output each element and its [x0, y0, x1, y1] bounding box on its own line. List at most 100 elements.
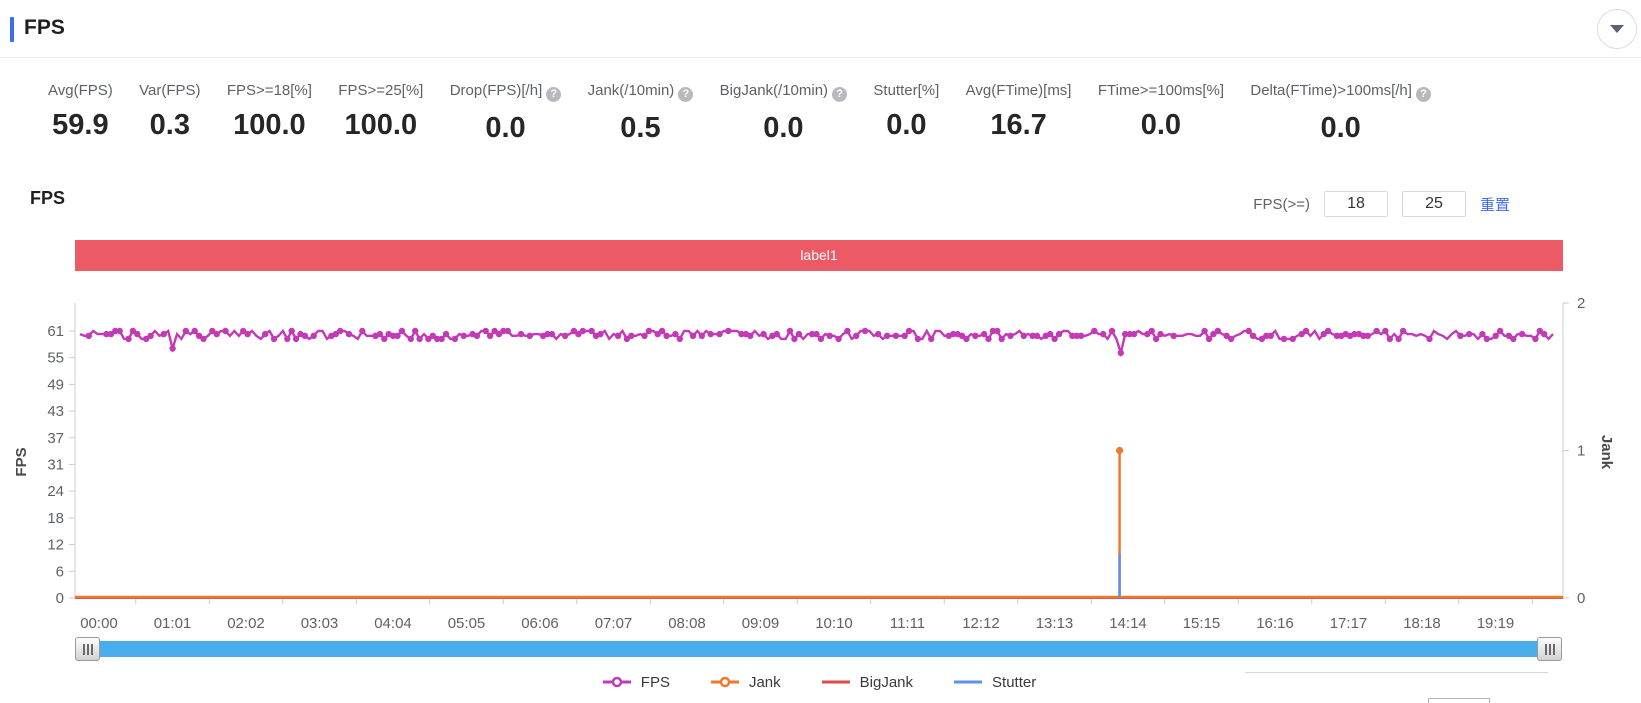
legend-item-jank[interactable]: Jank — [710, 674, 781, 691]
svg-text:11:11: 11:11 — [890, 615, 925, 632]
stat-value: 0.5 — [620, 112, 661, 144]
stat-value: 0.3 — [149, 109, 190, 141]
svg-text:01:01: 01:01 — [154, 615, 192, 632]
legend-label: Jank — [748, 673, 781, 691]
svg-text:17:17: 17:17 — [1330, 615, 1368, 632]
help-icon[interactable]: ? — [678, 87, 694, 102]
stat: FTime>=100ms[%] 0.0 — [1098, 82, 1224, 145]
datazoom-track[interactable] — [87, 641, 1550, 657]
stat: Avg(FTime)[ms] 16.7 — [966, 82, 1072, 145]
datazoom-slider[interactable] — [75, 637, 1562, 661]
panel-title: FPS — [24, 16, 65, 39]
chart-legend: FPS Jank BigJank Stutter — [75, 668, 1563, 696]
legend-item-bigjank[interactable]: BigJank — [821, 674, 913, 691]
stat-label: Delta(FTime)>100ms[/h]? — [1250, 82, 1431, 102]
svg-text:09:09: 09:09 — [742, 615, 780, 632]
legend-label: FPS — [640, 673, 670, 691]
svg-text:61: 61 — [47, 323, 64, 340]
fps-threshold-input-1[interactable] — [1323, 191, 1388, 217]
svg-text:12: 12 — [47, 537, 64, 554]
stat-label: FTime>=100ms[%] — [1097, 82, 1224, 99]
divider-line — [1245, 672, 1548, 673]
drag-grip-icon — [1548, 643, 1551, 655]
stat: Avg(FPS) 59.9 — [48, 82, 113, 145]
stats-row: Avg(FPS) 59.9 Var(FPS) 0.3 FPS>=18[%] 100.0 FP… — [0, 82, 1641, 145]
stat: Drop(FPS)[/h]? 0.0 — [450, 82, 562, 145]
stat: FPS>=25[%] 100.0 — [338, 82, 423, 145]
stat: Delta(FTime)>100ms[/h]? 0.0 — [1250, 82, 1431, 145]
fps-threshold-input-2[interactable] — [1401, 191, 1466, 217]
svg-text:03:03: 03:03 — [301, 615, 339, 632]
help-icon[interactable]: ? — [1415, 87, 1431, 102]
chart-section-title: FPS — [30, 188, 66, 208]
stat-value: 16.7 — [990, 109, 1047, 141]
legend-marker-icon — [821, 680, 850, 684]
svg-text:18:18: 18:18 — [1403, 615, 1441, 632]
legend-item-stutter[interactable]: Stutter — [953, 674, 1036, 691]
legend-label: BigJank — [859, 673, 914, 691]
svg-text:12:12: 12:12 — [962, 615, 1000, 632]
accent-bar — [10, 17, 14, 42]
stat-value: 0.0 — [485, 112, 526, 144]
svg-text:06:06: 06:06 — [521, 615, 559, 632]
legend-marker-icon — [602, 676, 631, 688]
svg-text:43: 43 — [47, 403, 64, 420]
chart-banner: label1 — [75, 240, 1563, 271]
stat-value: 100.0 — [344, 109, 418, 141]
panel-header: FPS — [0, 0, 1641, 58]
stat-label: Avg(FTime)[ms] — [965, 82, 1072, 99]
reset-link[interactable]: 重置 — [1479, 196, 1510, 214]
stat-value: 0.0 — [886, 109, 927, 141]
svg-text:Jank: Jank — [1598, 435, 1615, 470]
partial-input-box[interactable] — [1428, 698, 1490, 703]
svg-text:16:16: 16:16 — [1256, 615, 1294, 632]
svg-text:07:07: 07:07 — [595, 615, 633, 632]
stat-value: 0.0 — [1320, 112, 1361, 144]
svg-text:6: 6 — [56, 563, 64, 580]
svg-text:2: 2 — [1577, 295, 1585, 312]
legend-item-fps[interactable]: FPS — [602, 674, 670, 691]
svg-text:05:05: 05:05 — [448, 615, 486, 632]
stat: BigJank(/10min)? 0.0 — [720, 82, 848, 145]
svg-text:19:19: 19:19 — [1477, 615, 1515, 632]
stat-label: Stutter[%] — [873, 82, 940, 99]
help-icon[interactable]: ? — [832, 87, 848, 102]
chevron-down-icon — [1610, 25, 1624, 33]
stat: Jank(/10min)? 0.5 — [588, 82, 694, 145]
svg-text:08:08: 08:08 — [668, 615, 706, 632]
datazoom-right-handle[interactable] — [1537, 637, 1562, 661]
stat-label: Var(FPS) — [139, 82, 201, 99]
collapse-button[interactable] — [1597, 9, 1637, 49]
svg-text:13:13: 13:13 — [1036, 615, 1074, 632]
legend-label: Stutter — [992, 673, 1037, 691]
stat-value: 59.9 — [52, 109, 109, 141]
stat-label: FPS>=18[%] — [226, 82, 312, 99]
stat: Stutter[%] 0.0 — [873, 82, 939, 145]
svg-text:37: 37 — [47, 430, 64, 447]
svg-text:49: 49 — [47, 376, 64, 393]
stat-label: BigJank(/10min)? — [720, 82, 848, 102]
svg-text:18: 18 — [47, 510, 64, 527]
stat-value: 0.0 — [1140, 109, 1182, 141]
stat-label: Drop(FPS)[/h]? — [450, 82, 562, 102]
svg-text:0: 0 — [1577, 590, 1585, 607]
svg-text:1: 1 — [1577, 443, 1585, 460]
help-icon[interactable]: ? — [546, 87, 562, 102]
svg-text:24: 24 — [47, 483, 64, 500]
svg-text:FPS: FPS — [13, 447, 30, 476]
svg-text:0: 0 — [56, 590, 64, 607]
svg-text:14:14: 14:14 — [1109, 615, 1147, 632]
datazoom-left-handle[interactable] — [75, 637, 100, 661]
legend-marker-icon — [954, 680, 983, 684]
stat-label: Avg(FPS) — [48, 82, 113, 99]
stat-label: Jank(/10min)? — [588, 82, 694, 102]
svg-text:31: 31 — [47, 457, 64, 474]
stat: Var(FPS) 0.3 — [139, 82, 200, 145]
fps-threshold-controls: FPS(>=) 重置 — [1253, 190, 1510, 218]
stat-value: 100.0 — [233, 109, 306, 141]
legend-marker-icon — [710, 676, 739, 688]
svg-text:55: 55 — [47, 350, 64, 367]
svg-text:00:00: 00:00 — [80, 615, 118, 632]
svg-text:15:15: 15:15 — [1183, 615, 1221, 632]
